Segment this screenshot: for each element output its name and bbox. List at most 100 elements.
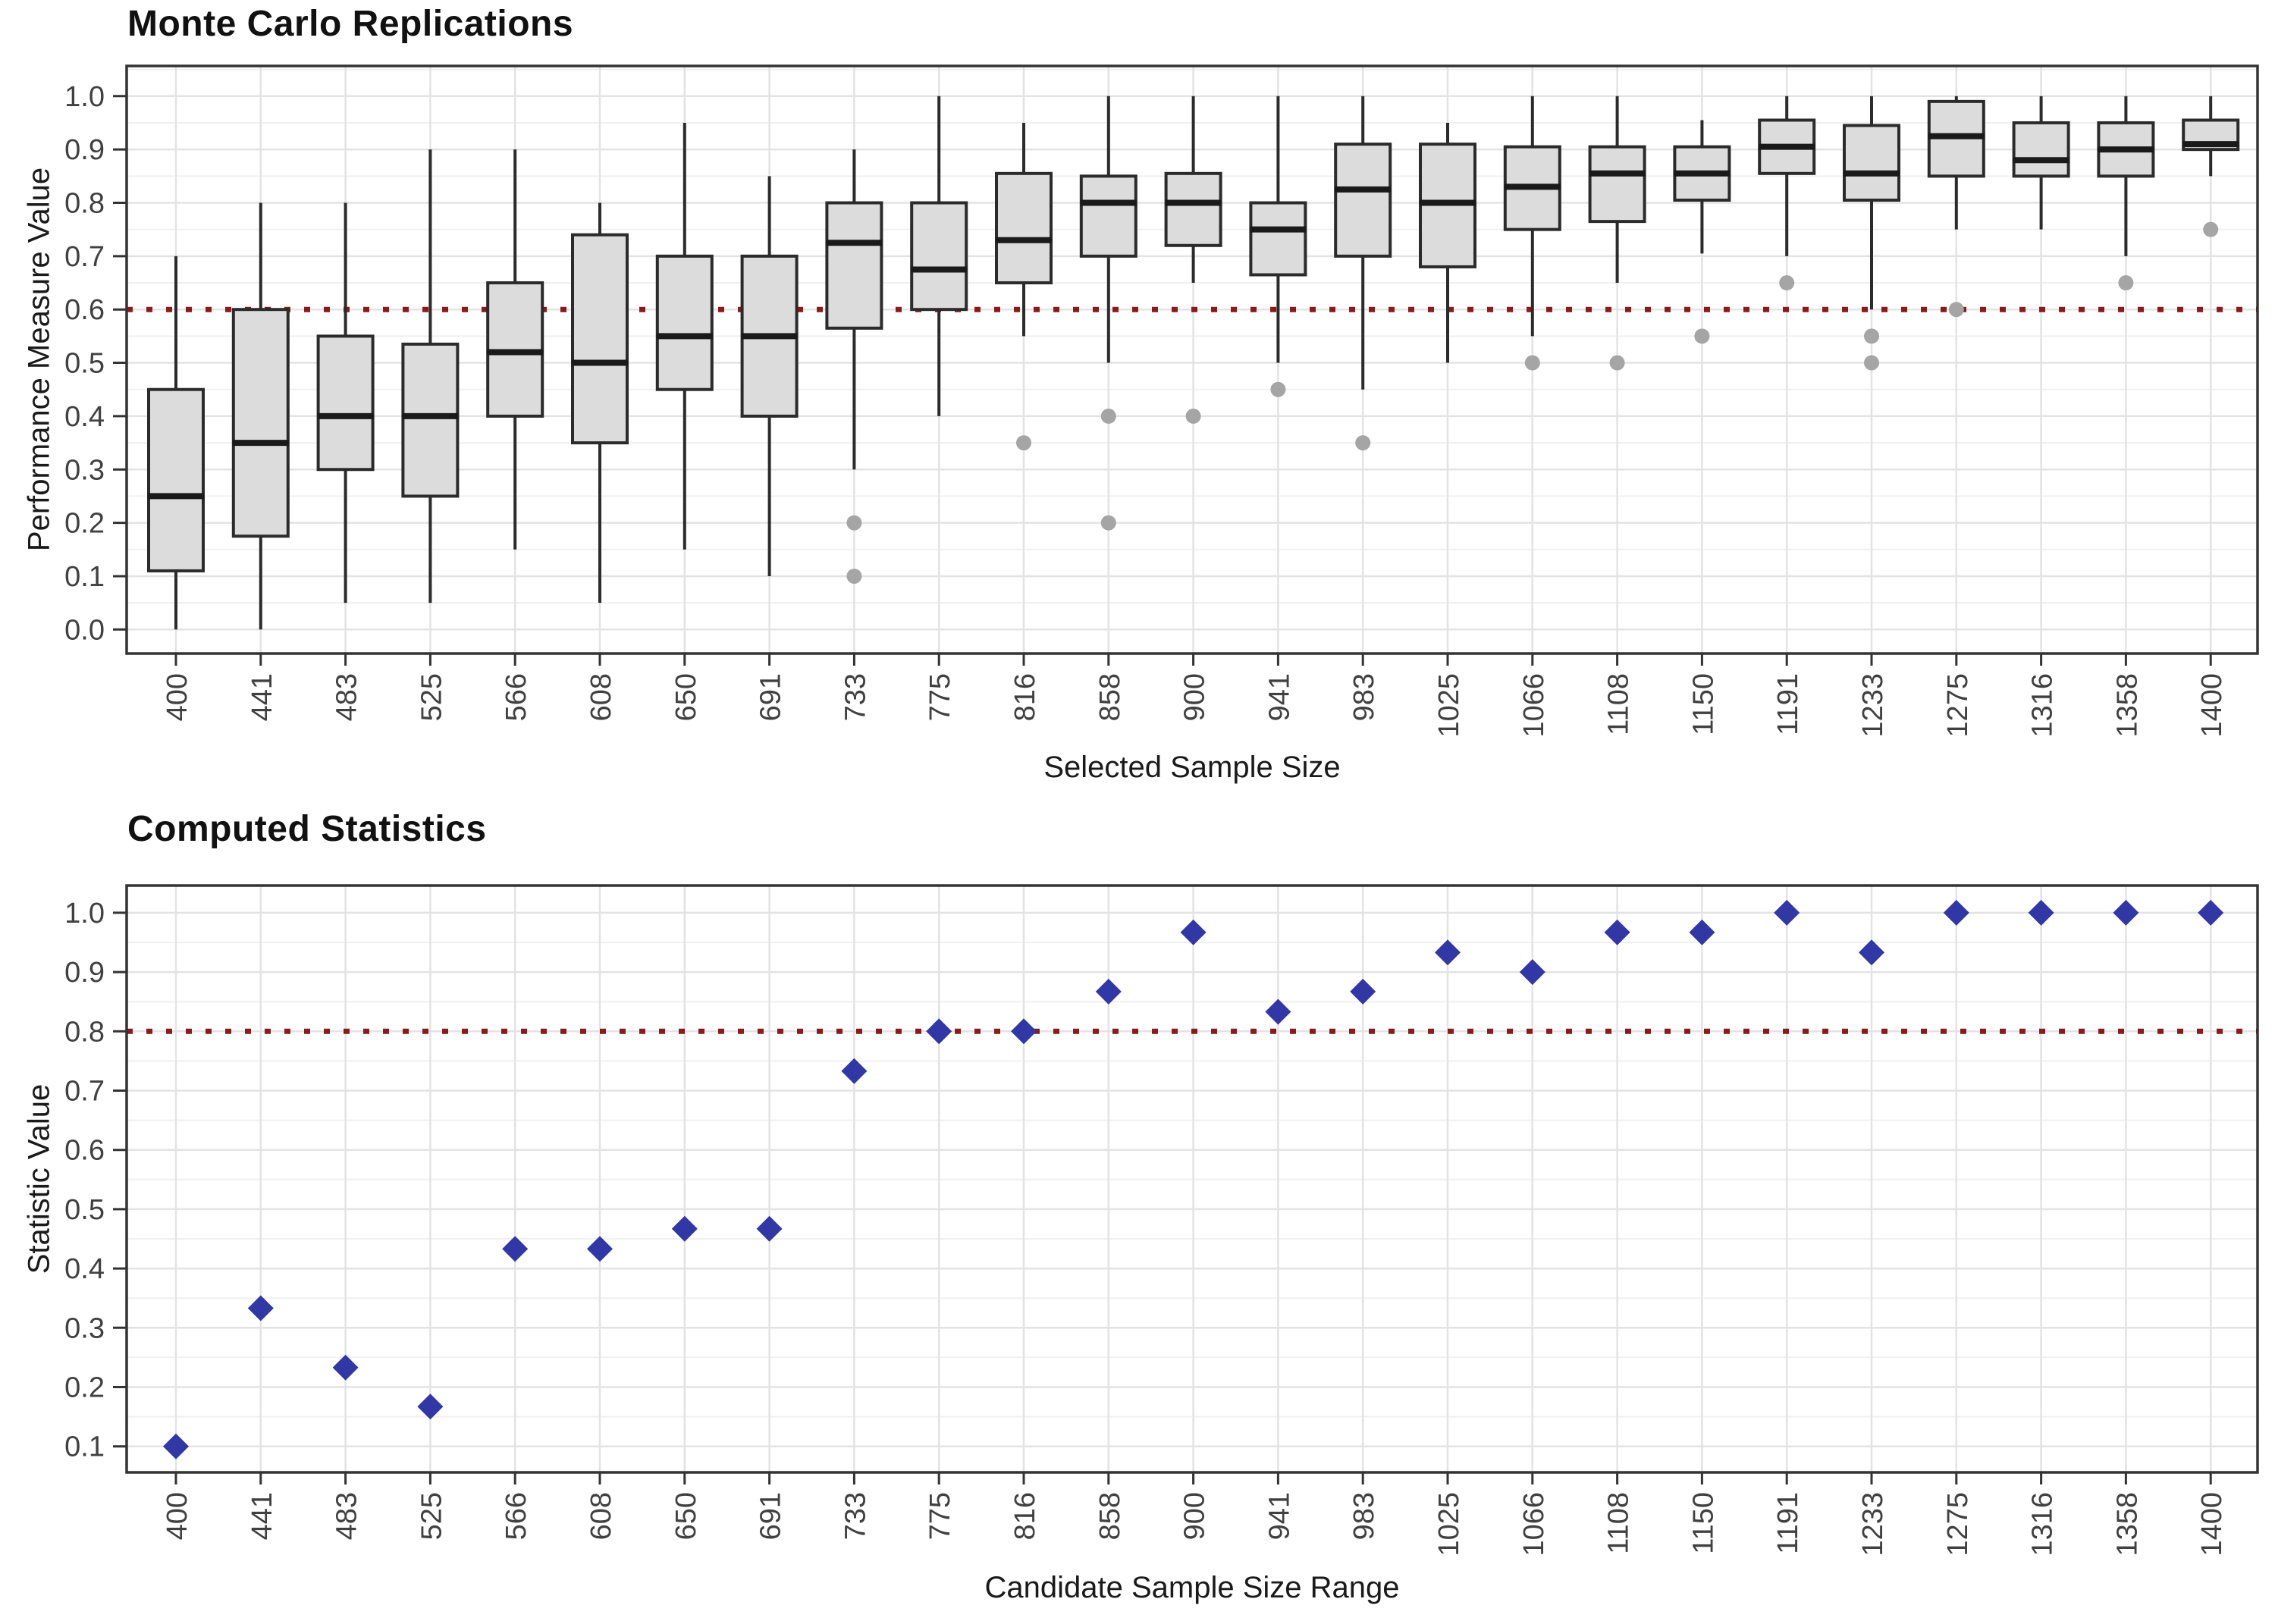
x-tick-label: 1025 — [1433, 1492, 1465, 1557]
x-tick-label: 566 — [500, 1492, 532, 1540]
scatter-diamond — [587, 1236, 613, 1262]
y-tick-label: 0.9 — [64, 134, 105, 166]
outlier-point — [1694, 328, 1710, 344]
box-iqr — [1843, 124, 1900, 202]
scatter-diamond — [1095, 978, 1122, 1005]
x-tick-label: 525 — [416, 1492, 447, 1540]
x-tick-label: 1275 — [1942, 673, 1974, 738]
box-iqr — [316, 334, 375, 472]
x-tick-label: 441 — [246, 673, 278, 721]
y-tick-label: 0.4 — [64, 1253, 105, 1285]
box-iqr — [1164, 171, 1222, 247]
x-tick-label: 733 — [839, 673, 871, 721]
x-tick-label: 608 — [585, 673, 617, 721]
outlier-point — [1270, 381, 1286, 397]
y-tick-label: 0.6 — [64, 1135, 105, 1167]
box-iqr — [655, 254, 714, 391]
y-tick-label: 0.2 — [64, 508, 105, 540]
scatter-diamond — [1604, 919, 1630, 945]
outlier-point — [1864, 328, 1879, 344]
outlier-point — [1100, 408, 1116, 424]
scatter-diamond — [1774, 899, 1800, 926]
scatter-diamond — [1519, 959, 1545, 986]
y-tick-label: 0.8 — [64, 188, 105, 220]
x-tick-label: 1150 — [1687, 673, 1719, 735]
outlier-point — [1100, 515, 1116, 531]
scatter-diamond — [1689, 919, 1715, 945]
outlier-point — [1355, 435, 1371, 451]
scatter-diamond — [502, 1236, 529, 1262]
x-tick-label: 483 — [331, 673, 363, 721]
y-tick-label: 0.3 — [64, 454, 105, 486]
scatter-diamond — [1180, 919, 1207, 945]
x-tick-label: 1233 — [1857, 673, 1889, 738]
box-iqr — [995, 171, 1053, 285]
box-iqr — [1249, 201, 1307, 277]
y-tick-label: 0.5 — [64, 348, 105, 380]
outlier-point — [2118, 275, 2134, 291]
box-iqr — [1079, 174, 1138, 258]
x-tick-label: 1191 — [1772, 1492, 1804, 1554]
x-tick-label: 816 — [1009, 1492, 1041, 1540]
x-tick-label: 608 — [585, 1492, 617, 1540]
x-tick-label: 691 — [755, 1492, 787, 1540]
x-tick-label: 983 — [1348, 1492, 1380, 1540]
x-tick-label: 400 — [162, 1492, 193, 1540]
scatter-diamond — [417, 1394, 444, 1420]
y-tick-label: 0.9 — [64, 957, 105, 989]
x-tick-label: 566 — [500, 673, 532, 721]
outlier-point — [1779, 275, 1795, 291]
box-iqr — [1334, 143, 1392, 258]
outlier-point — [846, 515, 862, 531]
scatter-diamond — [926, 1018, 952, 1045]
y-tick-label: 0.1 — [64, 1431, 105, 1463]
bottom-chart-title: Computed Statistics — [127, 809, 487, 849]
outlier-point — [1185, 408, 1201, 424]
outlier-point — [1864, 355, 1879, 371]
y-tick-label: 0.6 — [64, 294, 105, 326]
box-iqr — [1588, 145, 1646, 224]
box-iqr — [2012, 121, 2070, 178]
outlier-point — [2203, 221, 2219, 237]
x-tick-label: 900 — [1179, 673, 1211, 721]
outlier-point — [1609, 355, 1625, 371]
x-tick-label: 525 — [416, 673, 447, 721]
y-tick-label: 0.4 — [64, 401, 105, 433]
scatter-diamond — [163, 1433, 189, 1459]
panel-border — [125, 884, 2259, 1474]
x-tick-label: 1400 — [2196, 1492, 2228, 1557]
scatter-diamond — [247, 1295, 274, 1321]
x-tick-label: 900 — [1179, 1492, 1211, 1540]
y-tick-label: 0.8 — [64, 1016, 105, 1048]
outlier-point — [846, 568, 862, 584]
scatter-diamond — [1011, 1018, 1037, 1045]
outlier-point — [1948, 302, 1964, 318]
x-tick-label: 775 — [924, 673, 956, 721]
scatter-diamond — [841, 1058, 868, 1084]
x-tick-label: 733 — [839, 1492, 871, 1540]
x-tick-label: 1358 — [2111, 673, 2143, 738]
x-tick-label: 1275 — [1942, 1492, 1974, 1557]
scatter-diamond — [332, 1354, 359, 1381]
scatter-diamond — [1435, 939, 1461, 966]
x-tick-label: 816 — [1009, 673, 1041, 721]
y-tick-label: 1.0 — [64, 81, 105, 113]
x-tick-label: 483 — [331, 1492, 363, 1540]
scatter-diamond — [2028, 899, 2054, 926]
x-tick-label: 941 — [1263, 1492, 1295, 1540]
box-iqr — [910, 201, 968, 312]
x-tick-label: 775 — [924, 1492, 956, 1540]
y-tick-label: 1.0 — [64, 898, 105, 930]
x-tick-label: 941 — [1263, 673, 1295, 721]
y-tick-label: 0.3 — [64, 1312, 105, 1344]
x-tick-label: 1400 — [2196, 673, 2228, 738]
scatter-diamond — [2113, 899, 2139, 926]
x-tick-label: 1108 — [1603, 1492, 1635, 1554]
top-chart-title: Monte Carlo Replications — [127, 4, 574, 44]
x-tick-label: 400 — [162, 673, 193, 721]
y-tick-label: 0.1 — [64, 561, 105, 593]
x-tick-label: 983 — [1348, 673, 1380, 721]
x-tick-label: 691 — [755, 673, 787, 721]
